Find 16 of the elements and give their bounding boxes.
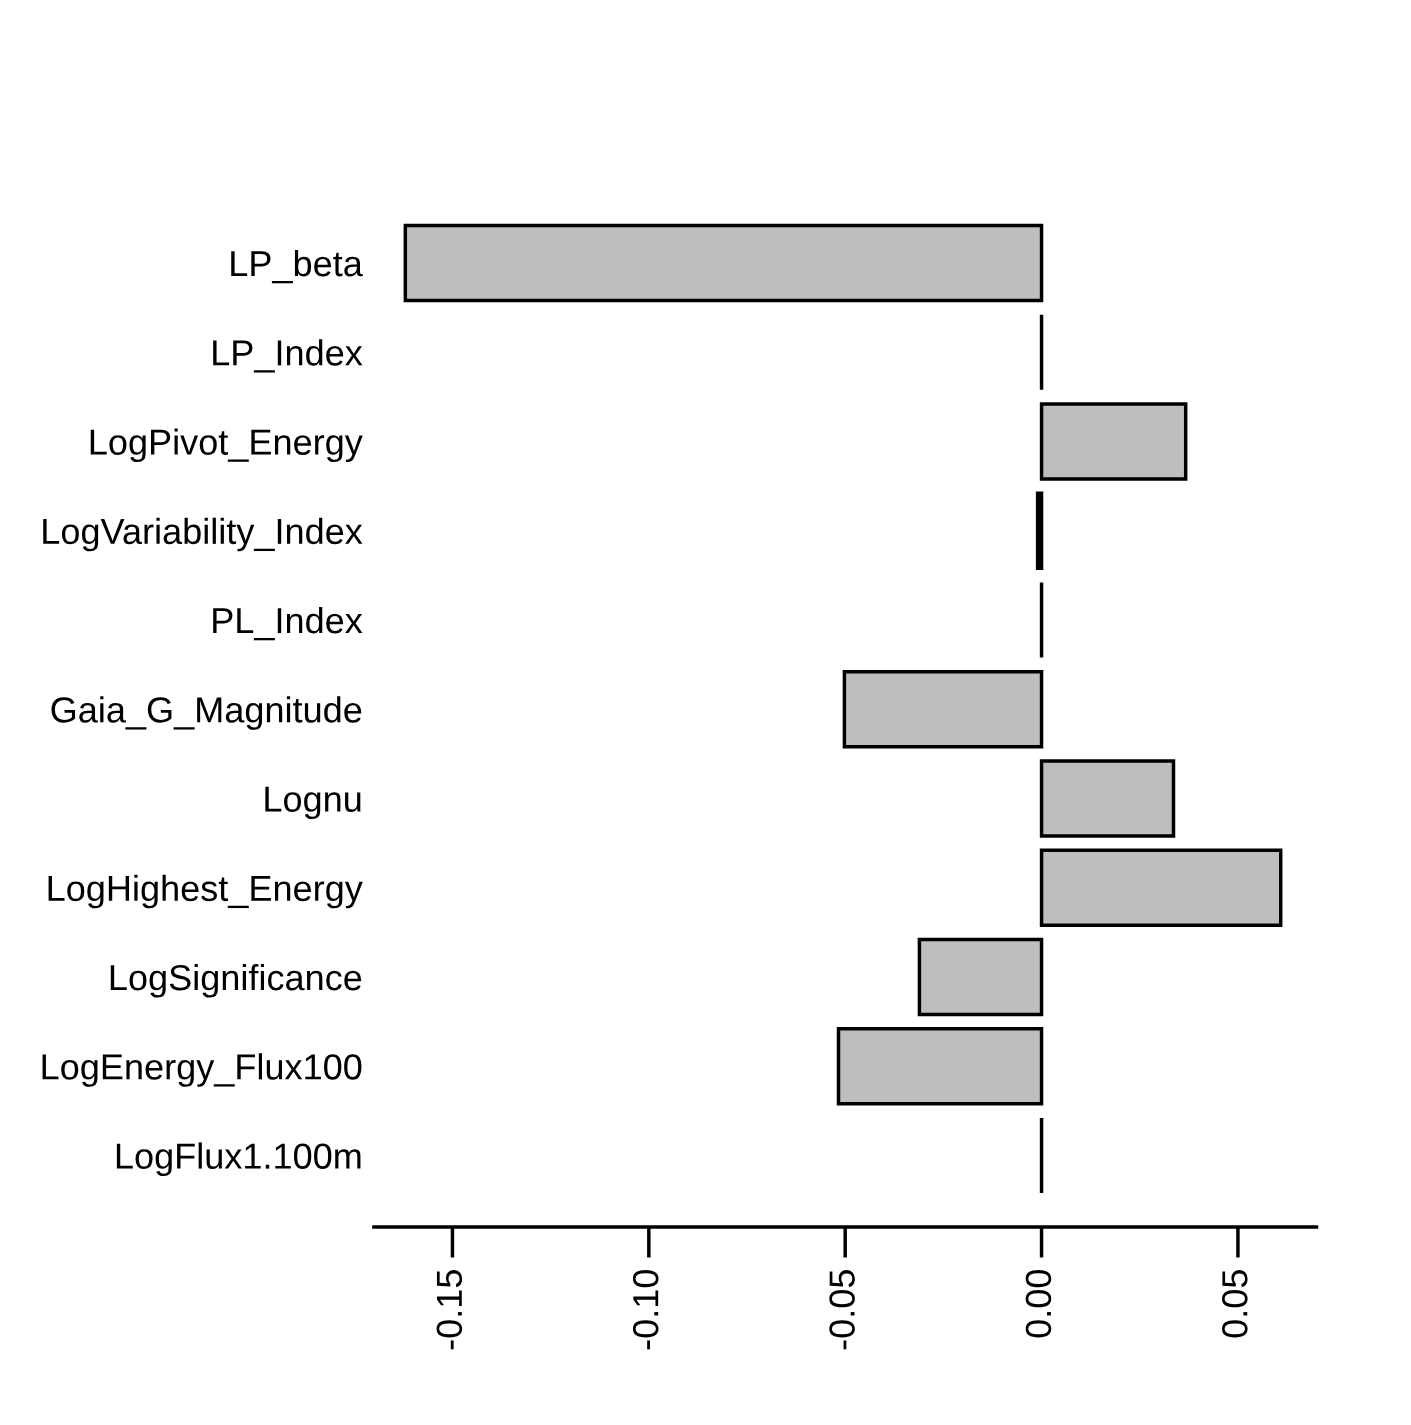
y-tick-label: PL_Index	[213, 606, 363, 641]
x-tick-label: -0.10	[632, 1270, 659, 1350]
y-tick-label: LogHighest_Energy	[48, 874, 363, 909]
x-tick-label: 0.05	[1222, 1270, 1248, 1338]
x-tick-label: -0.05	[829, 1270, 855, 1350]
x-tick-label: -0.15	[436, 1270, 463, 1350]
y-tick-label: LP_beta	[231, 249, 363, 284]
x-tick-label: 0.00	[1025, 1270, 1052, 1338]
y-tick-label: LogFlux1.100m	[116, 1142, 361, 1177]
y-tick-label: Lognu	[265, 786, 361, 820]
y-tick-label: LogEnergy_Flux100	[42, 1053, 362, 1087]
y-tick-label: LP_Index	[213, 339, 363, 373]
y-tick-label: Gaia_G_Magnitude	[51, 696, 362, 730]
y-tick-label: LogPivot_Energy	[90, 428, 363, 463]
y-tick-label: LogSignificance	[110, 963, 362, 998]
y-tick-label: LogVariability_Index	[43, 517, 363, 552]
